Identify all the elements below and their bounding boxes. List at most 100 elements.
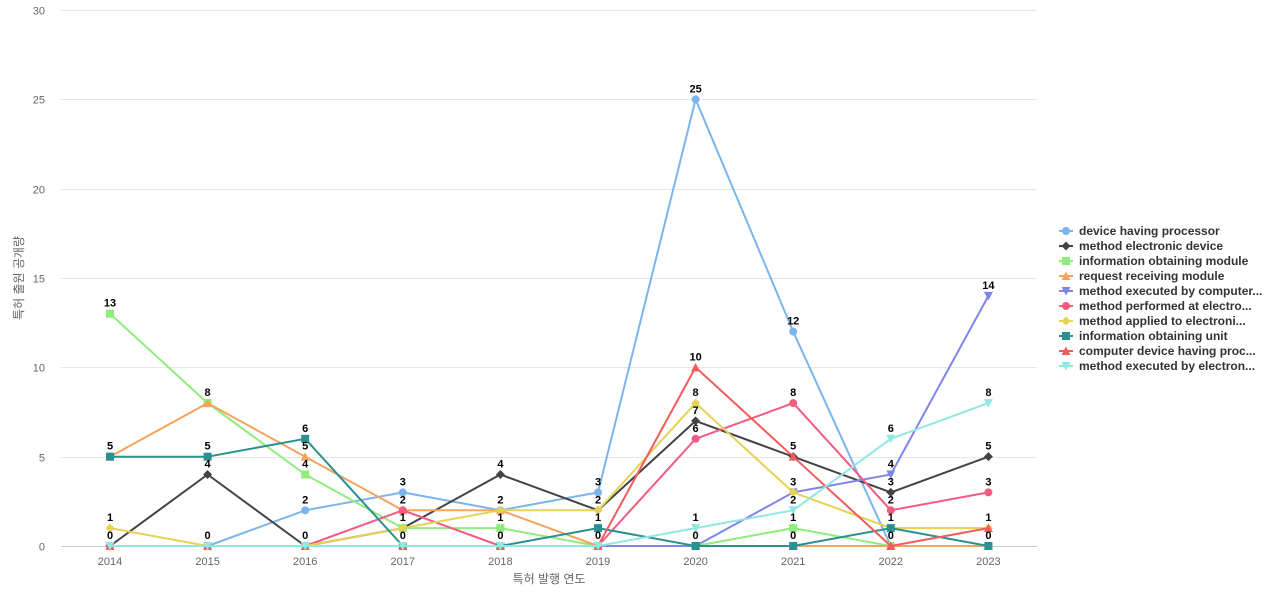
data-point[interactable] <box>203 398 213 408</box>
legend-label: information obtaining module <box>1079 254 1249 268</box>
data-point[interactable] <box>593 542 603 551</box>
data-point[interactable] <box>691 524 701 533</box>
data-point[interactable] <box>106 452 114 461</box>
legend-marker[interactable] <box>1061 287 1071 296</box>
data-point[interactable] <box>594 488 602 497</box>
x-tick-label: 2020 <box>683 556 707 568</box>
series-line[interactable] <box>110 402 989 547</box>
data-point[interactable] <box>495 470 505 480</box>
data-point[interactable] <box>300 452 310 461</box>
legend-marker[interactable] <box>1061 241 1071 251</box>
data-point[interactable] <box>398 523 408 533</box>
data-point[interactable] <box>788 452 798 461</box>
data-point[interactable] <box>983 523 993 533</box>
data-point[interactable] <box>789 542 798 550</box>
legend-item[interactable]: information obtaining unit <box>1059 329 1228 343</box>
legend-marker[interactable] <box>1061 362 1071 371</box>
data-label: 5 <box>107 441 113 453</box>
data-point[interactable] <box>398 506 407 515</box>
legend-item[interactable]: information obtaining module <box>1059 254 1249 268</box>
legend-label: method executed by electron... <box>1079 359 1255 373</box>
data-point[interactable] <box>495 542 505 551</box>
data-point[interactable] <box>886 524 895 533</box>
data-label: 0 <box>790 530 796 542</box>
data-point[interactable] <box>105 523 115 533</box>
data-label: 4 <box>205 459 212 471</box>
x-tick-label: 2021 <box>781 556 805 568</box>
data-point[interactable] <box>983 399 993 408</box>
series-request-receiving-module <box>105 398 993 550</box>
data-point[interactable] <box>789 327 798 336</box>
data-point[interactable] <box>203 470 213 480</box>
data-point[interactable] <box>788 506 798 515</box>
data-label: 0 <box>302 530 308 542</box>
legend-marker[interactable] <box>1061 316 1071 326</box>
data-point[interactable] <box>886 541 896 551</box>
series-line[interactable] <box>110 402 989 547</box>
legend-item[interactable]: method executed by computer... <box>1059 284 1262 298</box>
series-line[interactable] <box>109 402 989 547</box>
legend-item[interactable]: method performed at electro... <box>1059 299 1252 313</box>
data-label: 1 <box>400 512 406 524</box>
legend-item[interactable]: device having processor <box>1059 224 1220 238</box>
data-point[interactable] <box>398 542 408 551</box>
data-point[interactable] <box>886 506 895 515</box>
data-point[interactable] <box>691 434 700 443</box>
data-point[interactable] <box>301 470 310 479</box>
legend-item[interactable]: method executed by electron... <box>1059 359 1255 373</box>
legend-item[interactable]: method applied to electroni... <box>1059 314 1246 328</box>
legend-label: computer device having proc... <box>1079 344 1256 358</box>
data-point[interactable] <box>983 291 993 301</box>
data-point[interactable] <box>789 524 798 533</box>
data-label: 0 <box>595 530 601 542</box>
legend-item[interactable]: request receiving module <box>1059 269 1225 283</box>
data-label: 1 <box>985 512 991 524</box>
data-label: 5 <box>205 441 211 453</box>
x-tick-label: 2017 <box>391 556 415 568</box>
data-point[interactable] <box>594 524 602 533</box>
data-label: 0 <box>985 530 991 542</box>
data-label: 2 <box>302 494 308 506</box>
legend-marker[interactable] <box>1062 332 1070 340</box>
legend-marker[interactable] <box>1062 302 1070 310</box>
data-point[interactable] <box>593 505 603 515</box>
legend-item[interactable]: method electronic device <box>1059 239 1223 253</box>
data-point[interactable] <box>789 399 798 408</box>
data-point[interactable] <box>495 505 505 515</box>
data-point[interactable] <box>691 95 700 104</box>
data-point[interactable] <box>203 452 212 461</box>
data-point[interactable] <box>301 506 310 515</box>
data-point[interactable] <box>300 542 310 551</box>
legend-marker[interactable] <box>1061 346 1071 356</box>
data-label: 8 <box>205 387 211 399</box>
data-label: 14 <box>982 280 995 292</box>
data-point[interactable] <box>983 452 993 462</box>
data-point[interactable] <box>496 524 505 533</box>
data-point[interactable] <box>398 488 407 497</box>
data-point[interactable] <box>984 542 993 550</box>
data-point[interactable] <box>691 362 701 372</box>
data-point[interactable] <box>691 542 700 550</box>
data-point[interactable] <box>886 434 896 444</box>
data-point[interactable] <box>203 542 213 551</box>
legend-marker[interactable] <box>1061 271 1071 281</box>
data-point[interactable] <box>106 309 114 318</box>
legend-marker[interactable] <box>1062 257 1070 265</box>
data-point[interactable] <box>886 487 896 497</box>
legend-marker[interactable] <box>1062 227 1070 235</box>
series-line[interactable] <box>110 98 989 547</box>
data-point[interactable] <box>691 416 701 426</box>
data-point[interactable] <box>301 434 310 443</box>
legend-item[interactable]: computer device having proc... <box>1059 344 1256 358</box>
data-label: 3 <box>985 476 991 488</box>
series-line[interactable] <box>110 366 989 547</box>
data-point[interactable] <box>984 488 993 497</box>
data-point[interactable] <box>691 398 701 408</box>
data-point[interactable] <box>105 542 115 551</box>
data-point[interactable] <box>788 487 798 497</box>
y-tick-label: 25 <box>33 95 45 107</box>
data-point[interactable] <box>886 470 896 480</box>
series-line[interactable] <box>109 402 989 547</box>
series-line[interactable] <box>110 437 989 547</box>
